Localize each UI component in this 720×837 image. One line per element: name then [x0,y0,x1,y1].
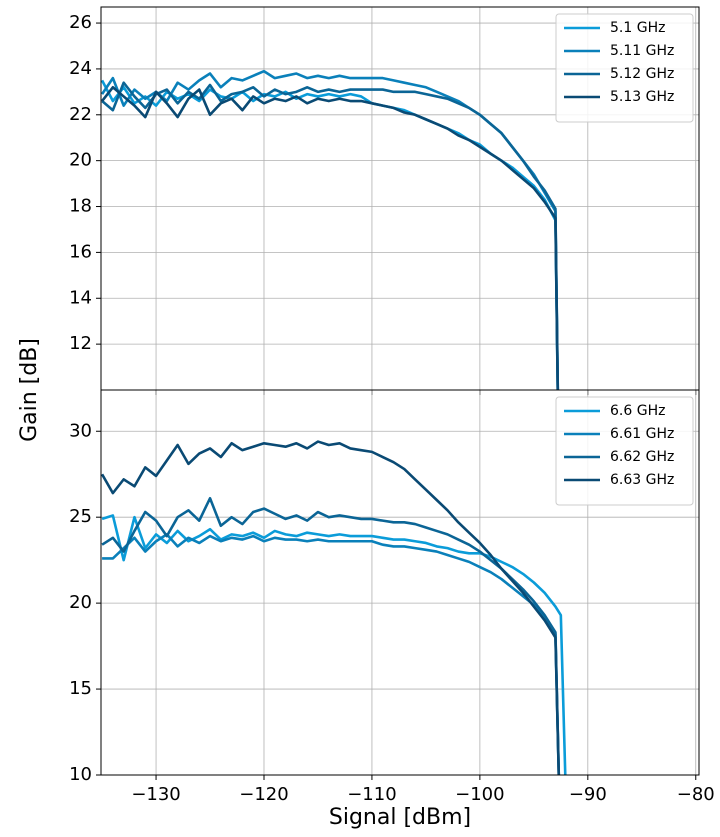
y-tick-label: 20 [69,150,92,171]
x-tick-label: −90 [569,784,607,805]
legend-label: 5.12 GHz [610,66,674,82]
x-axis-label: Signal [dBm] [329,805,471,830]
y-tick-label: 25 [69,506,92,527]
y-tick-label: 10 [69,764,92,785]
y-tick-label: 16 [69,241,92,262]
series-line [101,440,561,775]
x-tick-label: −120 [239,784,288,805]
y-tick-label: 14 [69,287,92,308]
legend-label: 5.13 GHz [610,89,674,105]
y-tick-label: 26 [69,12,92,33]
y-axis-label: Gain [dB] [17,338,42,442]
legend-label: 5.1 GHz [610,20,665,36]
plot-area [101,440,567,775]
legend-label: 6.62 GHz [610,449,674,465]
legend-label: 5.11 GHz [610,43,674,59]
series-line [101,496,561,775]
x-tick-label: −100 [455,784,504,805]
y-tick-label: 12 [69,333,92,354]
legend-label: 6.63 GHz [610,472,674,488]
y-tick-label: 18 [69,196,92,217]
y-tick-label: 30 [69,420,92,441]
y-tick-label: 22 [69,104,92,125]
series-line [101,81,560,390]
y-tick-label: 24 [69,58,92,79]
axes-frame [100,389,700,776]
series-line [101,85,560,390]
legend-label: 6.6 GHz [610,403,665,419]
y-tick-label: 15 [69,678,92,699]
x-tick-label: −110 [347,784,396,805]
plot-area [101,69,560,390]
x-tick-label: −80 [677,784,715,805]
series-line [101,514,567,775]
y-tick-label: 20 [69,592,92,613]
legend-label: 6.61 GHz [610,426,674,442]
legend-box [555,396,694,506]
legend-box [555,13,694,123]
x-tick-label: −130 [131,784,180,805]
series-line [102,533,561,775]
